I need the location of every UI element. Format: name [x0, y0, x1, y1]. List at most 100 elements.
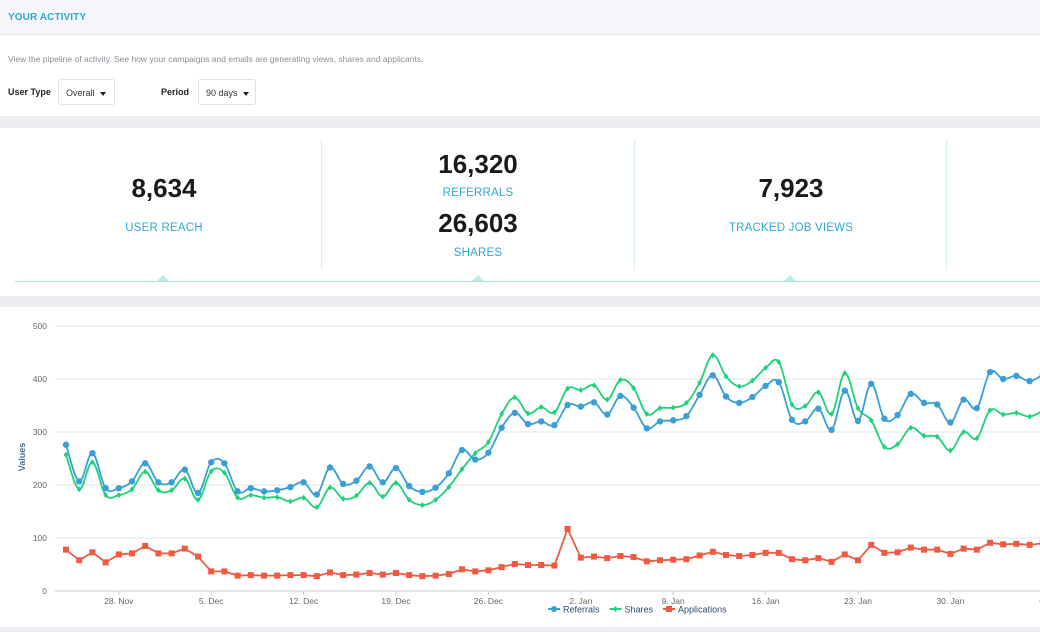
data-point-applications[interactable] [947, 551, 953, 557]
data-point-shares[interactable] [671, 405, 676, 411]
data-point-referrals[interactable] [881, 416, 887, 422]
data-point-referrals[interactable] [710, 372, 716, 378]
data-point-applications[interactable] [182, 546, 188, 552]
data-point-shares[interactable] [512, 395, 517, 401]
referrals-label[interactable]: REFERRALS [378, 187, 578, 199]
data-point-applications[interactable] [921, 547, 927, 553]
data-point-applications[interactable] [446, 571, 452, 577]
data-point-applications[interactable] [512, 561, 518, 567]
data-point-referrals[interactable] [921, 400, 927, 406]
data-point-referrals[interactable] [261, 488, 267, 494]
data-point-applications[interactable] [881, 550, 887, 556]
data-point-shares[interactable] [539, 404, 544, 410]
data-point-referrals[interactable] [168, 479, 174, 485]
data-point-applications[interactable] [961, 546, 967, 552]
data-point-applications[interactable] [617, 553, 623, 559]
data-point-referrals[interactable] [327, 464, 333, 470]
legend-item-shares[interactable]: Shares [610, 605, 654, 615]
data-point-referrals[interactable] [76, 478, 82, 484]
data-point-referrals[interactable] [287, 484, 293, 490]
data-point-applications[interactable] [116, 551, 122, 557]
data-point-applications[interactable] [195, 554, 201, 560]
data-point-applications[interactable] [604, 555, 610, 561]
data-point-shares[interactable] [1001, 412, 1006, 418]
data-point-referrals[interactable] [1000, 376, 1006, 382]
data-point-referrals[interactable] [1013, 373, 1019, 379]
data-point-referrals[interactable] [129, 478, 135, 484]
data-point-referrals[interactable] [749, 394, 755, 400]
data-point-applications[interactable] [142, 543, 148, 549]
data-point-referrals[interactable] [472, 456, 478, 462]
data-point-referrals[interactable] [485, 449, 491, 455]
data-point-referrals[interactable] [591, 399, 597, 405]
data-point-applications[interactable] [789, 556, 795, 562]
data-point-applications[interactable] [301, 572, 307, 578]
data-point-referrals[interactable] [868, 381, 874, 387]
data-point-referrals[interactable] [234, 488, 240, 494]
data-point-referrals[interactable] [300, 479, 306, 485]
data-point-referrals[interactable] [1026, 378, 1032, 384]
data-point-applications[interactable] [525, 562, 531, 568]
data-point-referrals[interactable] [274, 487, 280, 493]
data-point-applications[interactable] [433, 573, 439, 579]
data-point-referrals[interactable] [512, 410, 518, 416]
data-point-referrals[interactable] [63, 442, 69, 448]
data-point-referrals[interactable] [987, 369, 993, 375]
data-point-shares[interactable] [1027, 414, 1032, 420]
data-point-applications[interactable] [749, 552, 755, 558]
data-point-referrals[interactable] [617, 393, 623, 399]
data-point-shares[interactable] [380, 494, 385, 500]
data-point-referrals[interactable] [380, 479, 386, 485]
data-point-referrals[interactable] [960, 396, 966, 402]
data-point-applications[interactable] [406, 572, 412, 578]
data-point-applications[interactable] [169, 550, 175, 556]
data-point-applications[interactable] [1000, 541, 1006, 547]
data-point-applications[interactable] [261, 573, 267, 579]
data-point-applications[interactable] [565, 526, 571, 532]
data-point-referrals[interactable] [538, 418, 544, 424]
data-point-applications[interactable] [763, 550, 769, 556]
data-point-referrals[interactable] [366, 463, 372, 469]
data-point-referrals[interactable] [182, 466, 188, 472]
data-point-shares[interactable] [116, 492, 121, 498]
data-point-shares[interactable] [248, 492, 253, 498]
data-point-applications[interactable] [551, 563, 557, 569]
data-point-referrals[interactable] [551, 422, 557, 428]
data-point-referrals[interactable] [446, 470, 452, 476]
data-point-applications[interactable] [987, 540, 993, 546]
data-point-applications[interactable] [815, 555, 821, 561]
data-point-shares[interactable] [143, 469, 148, 475]
data-point-referrals[interactable] [406, 483, 412, 489]
data-point-applications[interactable] [221, 568, 227, 574]
data-point-applications[interactable] [670, 557, 676, 563]
data-point-applications[interactable] [314, 573, 320, 579]
data-point-referrals[interactable] [498, 425, 504, 431]
data-point-referrals[interactable] [894, 412, 900, 418]
data-point-referrals[interactable] [393, 465, 399, 471]
data-point-referrals[interactable] [723, 393, 729, 399]
data-point-referrals[interactable] [419, 489, 425, 495]
data-point-referrals[interactable] [789, 417, 795, 423]
data-point-referrals[interactable] [696, 392, 702, 398]
data-point-shares[interactable] [262, 495, 267, 501]
legend-item-referrals[interactable]: Referrals [548, 605, 600, 615]
legend-item-applications[interactable]: Applications [663, 605, 727, 615]
data-point-referrals[interactable] [630, 404, 636, 410]
data-point-referrals[interactable] [934, 401, 940, 407]
data-point-applications[interactable] [129, 550, 135, 556]
data-point-applications[interactable] [644, 558, 650, 564]
data-point-referrals[interactable] [353, 478, 359, 484]
data-point-referrals[interactable] [644, 425, 650, 431]
data-point-referrals[interactable] [459, 447, 465, 453]
data-point-referrals[interactable] [102, 485, 108, 491]
data-point-applications[interactable] [868, 542, 874, 548]
data-point-referrals[interactable] [89, 450, 95, 456]
data-point-referrals[interactable] [195, 490, 201, 496]
data-point-referrals[interactable] [670, 417, 676, 423]
data-point-applications[interactable] [657, 557, 663, 563]
data-point-applications[interactable] [776, 550, 782, 556]
data-point-applications[interactable] [103, 559, 109, 565]
data-point-applications[interactable] [895, 549, 901, 555]
data-point-referrals[interactable] [762, 383, 768, 389]
data-point-shares[interactable] [420, 502, 425, 508]
